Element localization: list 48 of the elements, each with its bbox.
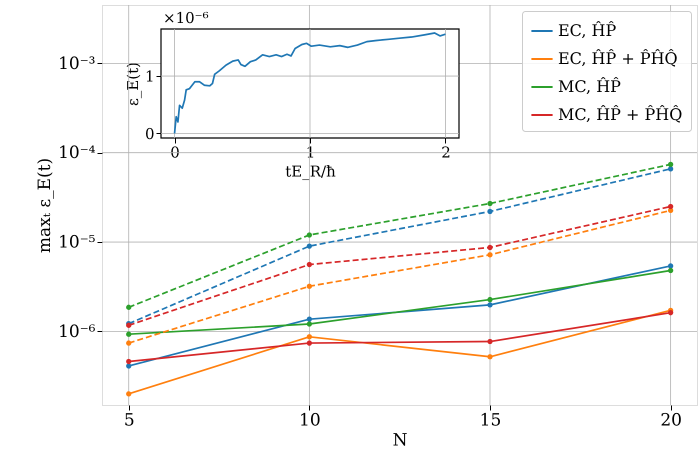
y-tick-label: 10⁻⁶: [58, 322, 96, 342]
y-tick-label: 10⁻⁵: [58, 232, 96, 253]
x-tick-label: 5: [124, 410, 135, 430]
legend-label: MC, ĤP̂ + P̂ĤQ̂: [558, 105, 682, 124]
point: [668, 166, 674, 172]
legend-label: MC, ĤP̂: [558, 77, 622, 96]
point: [668, 268, 674, 274]
point: [126, 363, 132, 369]
point: [487, 338, 493, 344]
point: [668, 263, 674, 269]
point: [487, 354, 493, 360]
x-axis-title: N: [392, 430, 408, 450]
legend-label: EC, ĤP̂ + P̂ĤQ̂: [558, 49, 678, 68]
x-tick-label: 10: [299, 410, 321, 430]
point: [668, 162, 674, 168]
point: [487, 296, 493, 302]
point: [306, 243, 312, 249]
point: [487, 200, 493, 206]
y-tick-label: 10⁻³: [58, 54, 96, 74]
line-series: [174, 32, 446, 134]
x-tick-label: 2: [441, 144, 451, 162]
y-tick-label: 10⁻⁴: [58, 143, 96, 164]
point: [668, 204, 674, 210]
x-axis-title: tE_R/ħ: [285, 162, 336, 180]
point: [487, 244, 493, 250]
point: [126, 304, 132, 310]
point: [306, 340, 312, 346]
point: [126, 391, 132, 396]
x-tick-label: 20: [660, 410, 682, 430]
point: [306, 316, 312, 322]
point: [668, 310, 674, 316]
point: [126, 340, 132, 346]
y-axis-title: maxₜ ε_E(t): [35, 158, 56, 254]
point: [126, 332, 132, 337]
x-tick-label: 15: [480, 410, 502, 430]
y-axis-title: ε_E(t): [124, 62, 142, 106]
point: [126, 358, 132, 364]
point: [306, 284, 312, 289]
point: [306, 334, 312, 340]
point: [487, 208, 493, 214]
point: [306, 262, 312, 268]
point: [487, 302, 493, 308]
legend-label: EC, ĤP̂: [558, 21, 616, 40]
annotation: ×10⁻⁶: [163, 9, 209, 27]
x-tick-label: 0: [170, 144, 180, 162]
point: [306, 232, 312, 238]
point: [306, 321, 312, 327]
point: [487, 252, 493, 258]
